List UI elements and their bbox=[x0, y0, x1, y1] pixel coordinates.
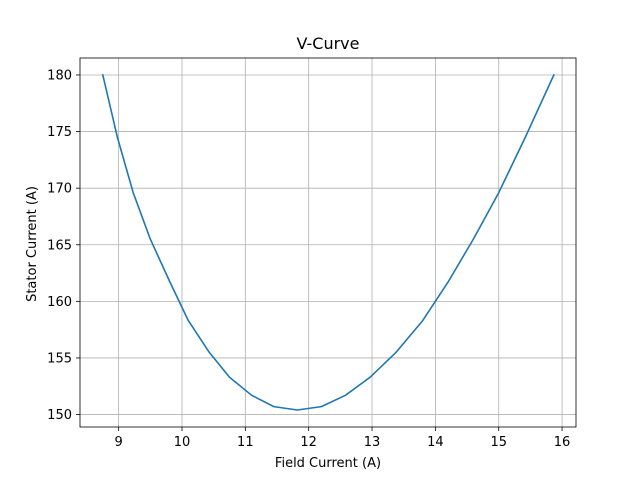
y-tick-label: 165 bbox=[47, 238, 72, 253]
x-tick-label: 9 bbox=[115, 435, 123, 450]
y-tick-label: 170 bbox=[47, 182, 72, 197]
x-tick-label: 15 bbox=[490, 435, 507, 450]
series-line bbox=[101, 73, 555, 411]
x-axis: 9 10 11 12 13 14 15 16 bbox=[115, 427, 571, 450]
x-axis-label: Field Current (A) bbox=[275, 456, 381, 471]
plot-frame bbox=[79, 57, 577, 428]
chart-title: V-Curve bbox=[297, 34, 360, 53]
x-tick-label: 13 bbox=[364, 435, 381, 450]
series-layer bbox=[101, 73, 555, 411]
y-tick-label: 155 bbox=[47, 351, 72, 366]
x-tick-label: 10 bbox=[174, 435, 191, 450]
y-tick-label: 160 bbox=[47, 295, 72, 310]
y-axis: 150 155 160 165 170 175 180 bbox=[47, 68, 80, 423]
y-tick-label: 180 bbox=[47, 68, 72, 83]
y-tick-label: 175 bbox=[47, 125, 72, 140]
x-tick-label: 11 bbox=[237, 435, 254, 450]
x-tick-label: 14 bbox=[427, 435, 444, 450]
grid bbox=[80, 58, 576, 427]
y-axis-label: Stator Current (A) bbox=[25, 186, 40, 302]
x-tick-label: 16 bbox=[554, 435, 571, 450]
x-tick-label: 12 bbox=[300, 435, 317, 450]
y-tick-label: 150 bbox=[47, 408, 72, 423]
